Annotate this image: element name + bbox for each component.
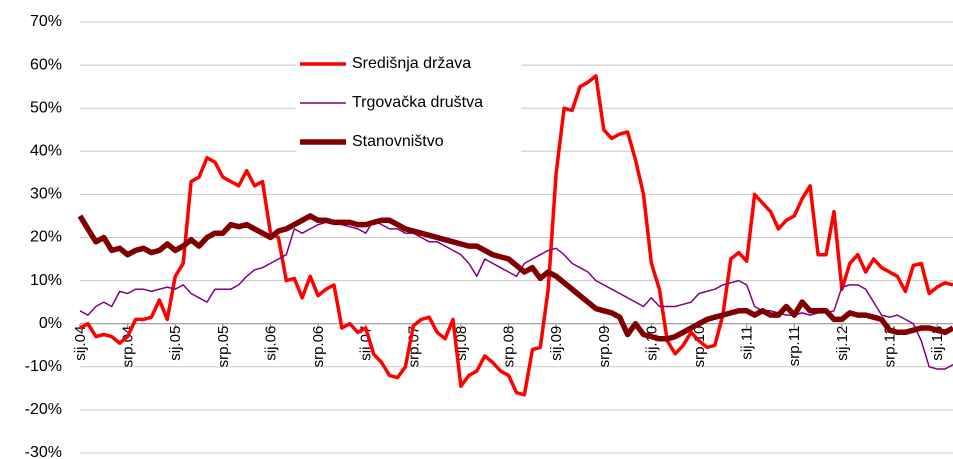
y-tick-label: 50% bbox=[30, 99, 62, 116]
legend-label: Stanovništvo bbox=[352, 133, 444, 150]
y-tick-label: 40% bbox=[30, 143, 62, 160]
x-tick-label: srp.04 bbox=[120, 326, 137, 368]
y-tick-label: 60% bbox=[30, 56, 62, 73]
x-tick-label: sij.05 bbox=[167, 326, 184, 361]
x-tick-label: sij.04 bbox=[72, 326, 89, 361]
y-tick-label: 20% bbox=[30, 229, 62, 246]
x-tick-label: sij.10 bbox=[643, 326, 660, 361]
x-tick-label: sij.13 bbox=[929, 326, 946, 361]
x-tick-label: sij.09 bbox=[548, 326, 565, 361]
y-tick-label: -20% bbox=[25, 401, 62, 418]
y-tick-label: 30% bbox=[30, 186, 62, 203]
series-line bbox=[79, 74, 953, 397]
x-tick-label: sij.07 bbox=[358, 326, 375, 361]
legend-label: Trgovačka društva bbox=[352, 94, 483, 111]
x-tick-label: sij.11 bbox=[739, 326, 756, 360]
x-tick-label: sij.06 bbox=[262, 326, 279, 361]
series-line bbox=[79, 219, 953, 370]
x-tick-label: srp.06 bbox=[310, 326, 327, 368]
y-tick-label: -10% bbox=[25, 358, 62, 375]
x-tick-label: srp.12 bbox=[881, 326, 898, 368]
x-tick-label: srp.08 bbox=[501, 326, 518, 368]
x-tick-label: srp.09 bbox=[596, 326, 613, 368]
y-tick-label: 10% bbox=[30, 272, 62, 289]
y-tick-label: 70% bbox=[30, 13, 62, 30]
x-tick-label: srp.05 bbox=[215, 326, 232, 368]
y-tick-label: 0% bbox=[39, 315, 62, 332]
legend-label: Središnja država bbox=[352, 55, 471, 72]
series-line bbox=[77, 213, 953, 342]
x-tick-label: sij.12 bbox=[834, 326, 851, 361]
x-tick-label: srp.11 bbox=[786, 326, 803, 367]
y-tick-label: -30% bbox=[25, 444, 62, 459]
